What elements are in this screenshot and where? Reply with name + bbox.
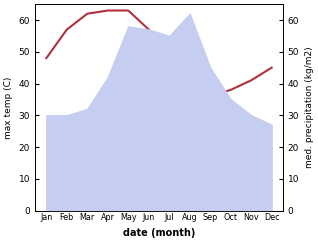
X-axis label: date (month): date (month) — [123, 228, 195, 238]
Y-axis label: med. precipitation (kg/m2): med. precipitation (kg/m2) — [305, 46, 314, 168]
Y-axis label: max temp (C): max temp (C) — [4, 76, 13, 138]
